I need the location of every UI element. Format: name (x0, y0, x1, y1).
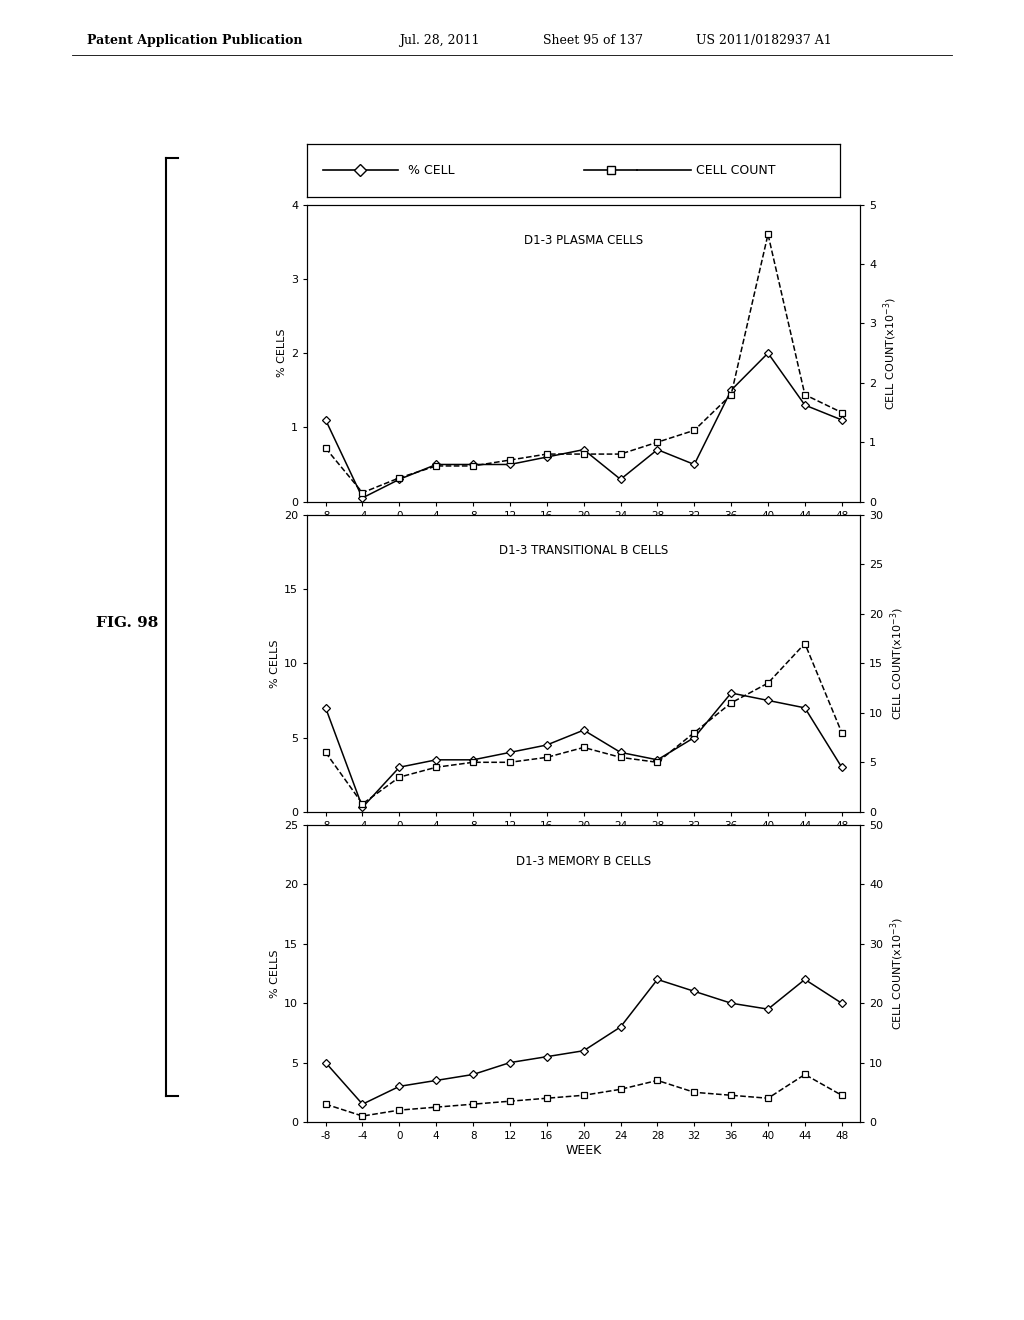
Text: FIG. 98: FIG. 98 (96, 616, 159, 630)
Text: Sheet 95 of 137: Sheet 95 of 137 (543, 34, 643, 48)
Text: D1-3 TRANSITIONAL B CELLS: D1-3 TRANSITIONAL B CELLS (499, 544, 669, 557)
Y-axis label: CELL COUNT(x10$^{-3}$): CELL COUNT(x10$^{-3}$) (882, 297, 899, 409)
Y-axis label: CELL COUNT(x10$^{-3}$): CELL COUNT(x10$^{-3}$) (889, 607, 906, 719)
X-axis label: WEEK: WEEK (565, 524, 602, 536)
Text: CELL COUNT: CELL COUNT (696, 164, 775, 177)
Text: Patent Application Publication: Patent Application Publication (87, 34, 302, 48)
Text: D1-3 PLASMA CELLS: D1-3 PLASMA CELLS (524, 235, 643, 247)
Text: Jul. 28, 2011: Jul. 28, 2011 (399, 34, 480, 48)
X-axis label: WEEK: WEEK (565, 1144, 602, 1156)
Y-axis label: % CELLS: % CELLS (276, 329, 287, 378)
Text: D1-3 MEMORY B CELLS: D1-3 MEMORY B CELLS (516, 855, 651, 867)
Text: US 2011/0182937 A1: US 2011/0182937 A1 (696, 34, 833, 48)
Y-axis label: % CELLS: % CELLS (270, 639, 280, 688)
Y-axis label: CELL COUNT(x10$^{-3}$): CELL COUNT(x10$^{-3}$) (889, 917, 906, 1030)
X-axis label: WEEK: WEEK (565, 834, 602, 846)
Text: % CELL: % CELL (409, 164, 455, 177)
Y-axis label: % CELLS: % CELLS (270, 949, 280, 998)
